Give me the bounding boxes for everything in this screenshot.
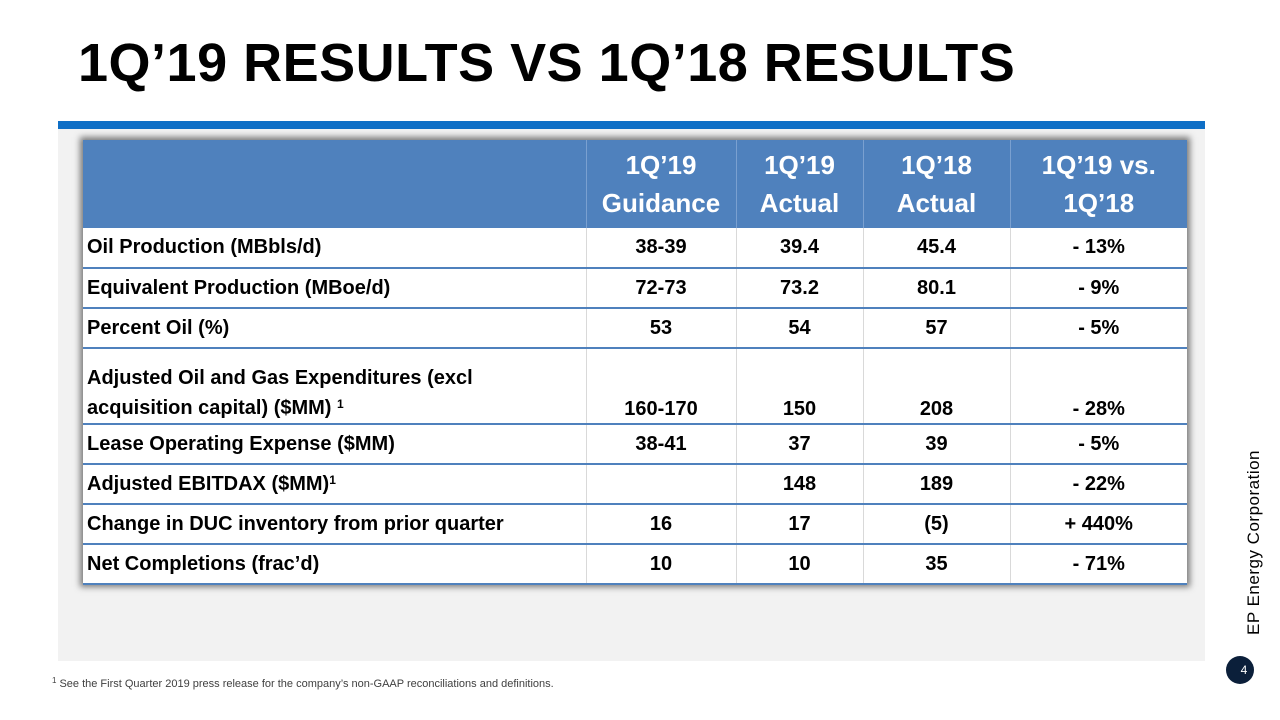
footnote-marker: 1 [337,397,344,411]
table-row: Oil Production (MBbls/d) 38-39 39.4 45.4… [83,228,1187,269]
company-name-vertical: EP Energy Corporation [1244,449,1263,635]
header-change: 1Q’19 vs. 1Q’18 [1010,140,1187,228]
footnote-marker: 1 [329,472,336,487]
cell-guidance: 16 [586,504,737,545]
row-label: Adjusted Oil and Gas Expenditures (excl … [83,348,587,425]
cell-actual-1q19: 150 [736,348,864,425]
cell-guidance: 38-41 [586,424,737,465]
cell-change: - 28% [1010,348,1187,425]
cell-actual-1q19: 54 [736,308,864,349]
row-label-line1: Adjusted Oil and Gas Expenditures (excl [87,367,473,389]
cell-guidance: 72-73 [586,268,737,309]
row-label: Oil Production (MBbls/d) [83,228,587,269]
cell-actual-1q19: 17 [736,504,864,545]
cell-guidance: 160-170 [586,348,737,425]
row-label: Net Completions (frac’d) [83,544,587,585]
footnote-text: See the First Quarter 2019 press release… [59,678,554,690]
cell-change: - 13% [1010,228,1187,269]
cell-actual-1q18: 35 [863,544,1011,585]
results-table: 1Q’19 Guidance 1Q’19 Actual 1Q’18 Actual 1Q… [83,140,1187,585]
cell-actual-1q19: 39.4 [736,228,864,269]
cell-guidance: 53 [586,308,737,349]
row-label: Lease Operating Expense ($MM) [83,424,587,465]
title-divider [58,121,1205,129]
table-row: Adjusted EBITDAX ($MM)1 148 189 - 22% [83,464,1187,505]
cell-change: + 440% [1010,504,1187,545]
cell-actual-1q18: 208 [863,348,1011,425]
results-table-container: 1Q’19 Guidance 1Q’19 Actual 1Q’18 Actual 1Q… [83,140,1187,585]
row-label: Percent Oil (%) [83,308,587,349]
cell-actual-1q18: 57 [863,308,1011,349]
row-label: Adjusted EBITDAX ($MM)1 [83,464,587,505]
table-row: Net Completions (frac’d) 10 10 35 - 71% [83,544,1187,585]
cell-change: - 22% [1010,464,1187,505]
table-row: Lease Operating Expense ($MM) 38-41 37 3… [83,424,1187,465]
table-header-row: 1Q’19 Guidance 1Q’19 Actual 1Q’18 Actual 1Q… [83,140,1187,228]
cell-actual-1q18: 80.1 [863,268,1011,309]
table-row: Change in DUC inventory from prior quart… [83,504,1187,545]
cell-actual-1q18: 39 [863,424,1011,465]
header-metric [83,140,587,228]
cell-actual-1q18: 189 [863,464,1011,505]
page-title: 1Q’19 RESULTS VS 1Q’18 RESULTS [78,33,1016,93]
footnote: 1 See the First Quarter 2019 press releas… [52,676,554,690]
table-row: Equivalent Production (MBoe/d) 72-73 73.… [83,268,1187,309]
cell-guidance: 38-39 [586,228,737,269]
row-label: Change in DUC inventory from prior quart… [83,504,587,545]
cell-change: - 71% [1010,544,1187,585]
row-label-line2: acquisition capital) ($MM) 1 [87,397,344,419]
cell-change: - 5% [1010,308,1187,349]
table-row: Percent Oil (%) 53 54 57 - 5% [83,308,1187,349]
row-label: Equivalent Production (MBoe/d) [83,268,587,309]
page-number-badge: 4 [1226,656,1254,684]
header-actual-1q19: 1Q’19 Actual [736,140,864,228]
cell-actual-1q19: 37 [736,424,864,465]
footnote-mark: 1 [52,676,57,685]
cell-change: - 9% [1010,268,1187,309]
cell-guidance [586,464,737,505]
header-guidance: 1Q’19 Guidance [586,140,737,228]
cell-actual-1q18: (5) [863,504,1011,545]
cell-actual-1q19: 148 [736,464,864,505]
cell-actual-1q19: 10 [736,544,864,585]
header-actual-1q18: 1Q’18 Actual [863,140,1011,228]
cell-actual-1q19: 73.2 [736,268,864,309]
cell-actual-1q18: 45.4 [863,228,1011,269]
page-number: 4 [1240,663,1248,677]
table-row: Adjusted Oil and Gas Expenditures (excl … [83,348,1187,425]
cell-change: - 5% [1010,424,1187,465]
cell-guidance: 10 [586,544,737,585]
